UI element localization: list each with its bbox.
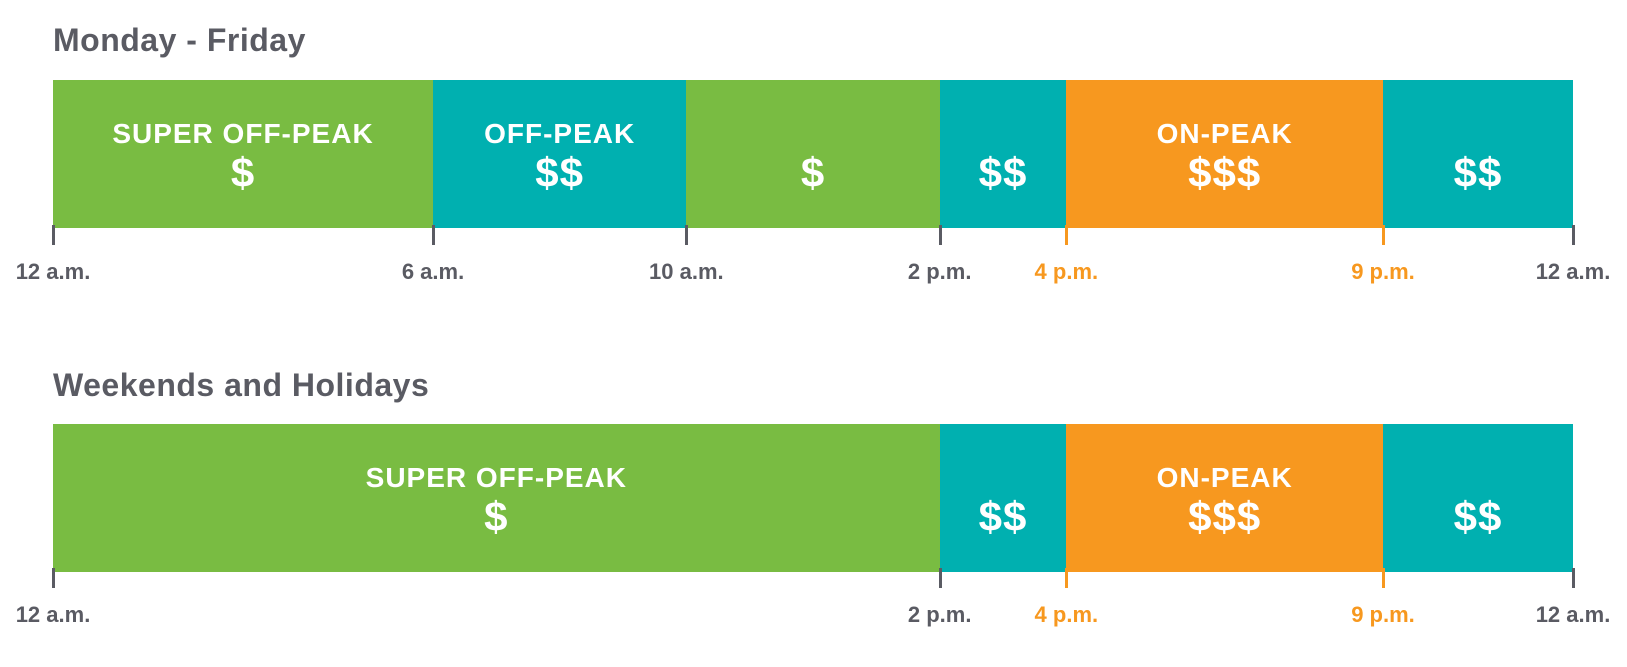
axis-tick (52, 225, 55, 245)
axis-tick (1382, 568, 1385, 588)
segment-label: OFF-PEAK (484, 118, 636, 149)
axis-tick-label: 9 p.m. (1351, 602, 1415, 627)
segment-label: ON-PEAK (1156, 118, 1293, 149)
axis-tick-label: 9 p.m. (1351, 259, 1415, 284)
weekday-rate-bar: SUPER OFF-PEAK $ OFF-PEAK $$ $ $$ ON-PEAK $$$ $$ (53, 80, 1573, 228)
segment-price: $$ (535, 149, 585, 196)
axis-tick (432, 225, 435, 245)
segment-price: $ (230, 149, 256, 196)
axis-tick-label: 10 a.m. (649, 259, 724, 284)
axis-tick (52, 568, 55, 588)
segment-price: $ (800, 149, 826, 196)
axis-tick-label: 12 a.m. (15, 602, 91, 627)
axis-tick-label: 4 p.m. (1034, 602, 1099, 627)
rate-segment-super-off-peak: $ (686, 80, 940, 228)
rate-segment-on-peak: ON-PEAK $$$ (1066, 80, 1383, 228)
segment-price: $$$ (1188, 493, 1262, 540)
rate-segment-on-peak: ON-PEAK $$$ (1066, 424, 1383, 572)
rate-segment-off-peak: $$ (939, 424, 1067, 572)
rate-segment-super-off-peak: SUPER OFF-PEAK $ (53, 80, 433, 228)
axis-tick-label: 2 p.m. (907, 259, 972, 284)
segment-price: $$ (978, 149, 1028, 196)
segment-price: $$$ (1188, 149, 1262, 196)
rate-segment-off-peak: $$ (1383, 80, 1573, 228)
axis-tick (1065, 225, 1069, 245)
weekend-rate-bar: SUPER OFF-PEAK $ $$ ON-PEAK $$$ $$ (53, 424, 1573, 572)
segment-price: $$ (978, 493, 1028, 540)
segment-price: $$ (1453, 149, 1503, 196)
segment-price: $ (484, 493, 509, 540)
axis-tick-label: 2 p.m. (907, 602, 972, 627)
axis-tick (1572, 225, 1575, 245)
rate-segment-off-peak: $$ (939, 80, 1067, 228)
weekday-title: Monday - Friday (53, 22, 306, 58)
weekend-time-axis: 12 a.m. 2 p.m. 4 p.m. 9 p.m. 12 a.m. (16, 568, 1610, 628)
rate-segment-off-peak: OFF-PEAK $$ (433, 80, 687, 228)
axis-tick (938, 568, 942, 588)
segment-label: SUPER OFF-PEAK (365, 462, 627, 493)
axis-tick (685, 225, 689, 245)
axis-tick-label: 12 a.m. (1535, 602, 1611, 627)
segment-price: $$ (1453, 493, 1503, 540)
segment-label: ON-PEAK (1156, 462, 1293, 493)
weekend-title: Weekends and Holidays (53, 367, 430, 403)
segment-label: SUPER OFF-PEAK (112, 118, 374, 149)
axis-tick (1065, 568, 1069, 588)
axis-tick-label: 6 a.m. (401, 259, 465, 284)
axis-tick-label: 12 a.m. (15, 259, 91, 284)
rate-segment-super-off-peak: SUPER OFF-PEAK $ (53, 424, 940, 572)
axis-tick (1382, 225, 1385, 245)
rate-segment-off-peak: $$ (1383, 424, 1573, 572)
axis-tick-label: 12 a.m. (1535, 259, 1611, 284)
axis-tick (938, 225, 942, 245)
weekday-time-axis: 12 a.m. 6 a.m. 10 a.m. 2 p.m. 4 p.m. 9 p.m. 12… (16, 225, 1610, 285)
axis-tick (1572, 568, 1575, 588)
axis-tick-label: 4 p.m. (1034, 259, 1099, 284)
